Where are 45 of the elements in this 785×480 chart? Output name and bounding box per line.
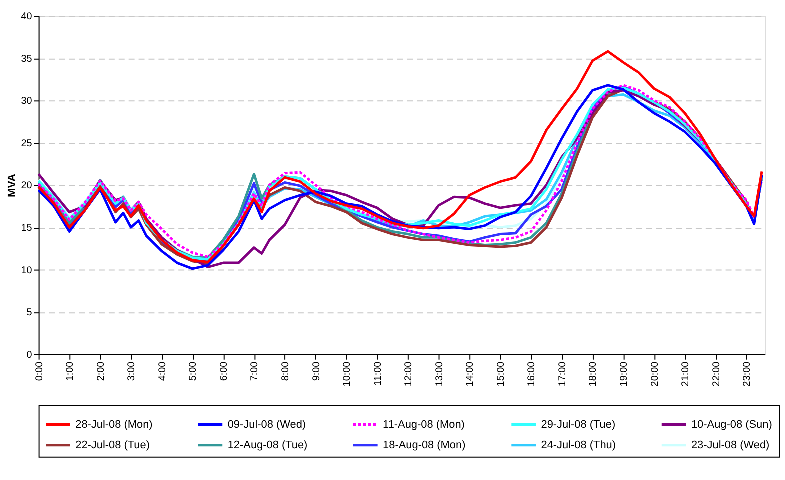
x-tick-label: 7:00 [250,361,261,382]
x-tick-label: 20:00 [650,361,661,387]
x-tick-label: 11:00 [372,361,384,386]
legend-label: 22-Jul-08 (Tue) [76,439,150,452]
y-axis-title: MVA [6,174,18,198]
legend-label: 10-Aug-08 (Sun) [691,418,772,431]
legend-label: 11-Aug-08 (Mon) [383,418,465,431]
x-tick-label: 21:00 [680,361,692,387]
y-tick-label: 30 [21,96,33,108]
x-tick-label: 4:00 [157,361,168,382]
x-tick-label: 16:00 [526,361,538,387]
legend-label: 18-Aug-08 (Mon) [383,439,466,452]
x-tick-label: 17:00 [557,361,568,387]
y-tick-label: 15 [21,223,33,234]
y-tick-label: 25 [21,138,33,150]
x-tick-label: 23:00 [742,361,754,387]
x-tick-label: 12:00 [404,361,415,387]
x-tick-label: 19:00 [619,361,630,387]
line-series [38,50,764,264]
x-tick-label: 9:00 [311,361,322,382]
x-tick-label: 8:00 [280,361,292,382]
y-tick-label: 20 [21,180,33,192]
x-tick-label: 1:00 [65,361,76,382]
x-tick-label: 22:00 [711,361,722,387]
y-tick-label: 0 [26,350,33,361]
y-tick-label: 5 [26,308,33,319]
x-tick-label: 18:00 [588,361,600,387]
x-tick-label: 5:00 [188,361,200,382]
y-tick-label: 40 [21,12,33,23]
x-tick-label: 15:00 [496,361,507,387]
x-tick-label: 3:00 [126,361,138,382]
legend-label: 09-Jul-08 (Wed) [228,418,306,431]
x-tick-label: 0:00 [34,361,46,382]
x-tick-label: 6:00 [218,361,230,382]
x-tick-label: 13:00 [434,361,446,387]
y-tick-label: 10 [21,265,33,276]
y-tick-label: 35 [21,54,33,65]
x-tick-label: 10:00 [342,361,354,387]
legend-label: 23-Jul-08 (Wed) [691,439,770,452]
legend-label: 28-Jul-08 (Mon) [76,418,153,431]
legend-label: 29-Jul-08 (Tue) [541,418,616,431]
x-tick-label: 2:00 [96,361,107,382]
legend-label: 12-Aug-08 (Tue) [228,439,308,452]
legend-label: 24-Jul-08 (Thu) [541,439,616,452]
x-tick-label: 14:00 [465,361,476,387]
